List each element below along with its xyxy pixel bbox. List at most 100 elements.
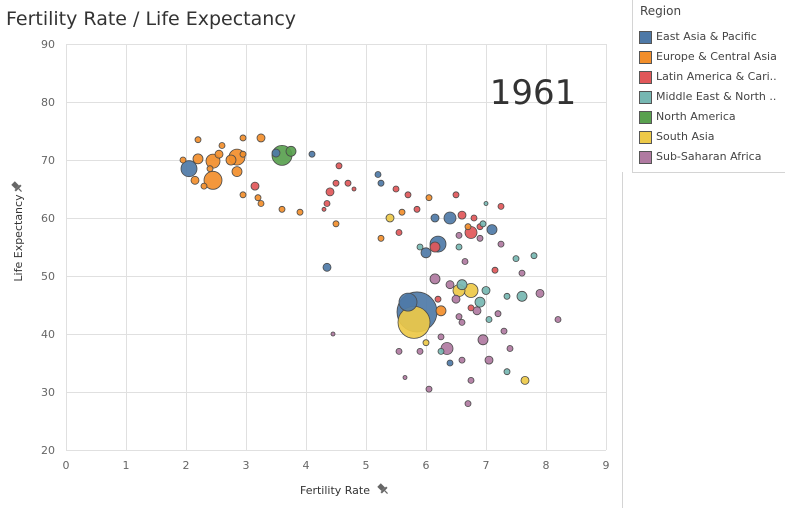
data-point[interactable]	[385, 213, 395, 223]
data-point[interactable]	[330, 331, 336, 337]
data-point[interactable]	[321, 206, 327, 212]
data-point[interactable]	[344, 179, 352, 187]
data-point[interactable]	[479, 220, 487, 228]
data-point[interactable]	[231, 166, 243, 178]
data-point[interactable]	[464, 400, 472, 408]
data-point[interactable]	[486, 224, 498, 236]
data-point[interactable]	[271, 148, 281, 158]
data-point[interactable]	[461, 258, 469, 265]
data-point[interactable]	[474, 296, 486, 308]
data-point[interactable]	[443, 211, 457, 225]
legend-item-north-america[interactable]: North America	[639, 110, 785, 126]
data-point[interactable]	[520, 375, 530, 385]
data-point[interactable]	[239, 150, 247, 158]
data-point[interactable]	[485, 316, 493, 323]
data-point[interactable]	[278, 205, 286, 213]
data-point[interactable]	[398, 208, 406, 216]
data-point[interactable]	[425, 194, 433, 202]
data-point[interactable]	[518, 269, 526, 277]
data-point[interactable]	[422, 339, 430, 347]
data-point[interactable]	[194, 136, 202, 144]
legend-item-latin-america[interactable]: Latin America & Cari..	[639, 70, 785, 86]
data-point[interactable]	[430, 213, 440, 223]
data-point[interactable]	[497, 240, 505, 248]
legend-item-middle-east[interactable]: Middle East & North ..	[639, 90, 785, 106]
data-point[interactable]	[467, 376, 475, 384]
data-point[interactable]	[500, 327, 508, 335]
y-axis-pin-icon[interactable]	[10, 180, 24, 194]
data-point[interactable]	[214, 149, 224, 159]
legend-item-south-asia[interactable]: South Asia	[639, 130, 785, 146]
data-point[interactable]	[285, 145, 297, 157]
data-point[interactable]	[239, 134, 247, 142]
data-point[interactable]	[503, 368, 511, 376]
data-point[interactable]	[457, 210, 467, 220]
data-point[interactable]	[455, 243, 463, 251]
data-point[interactable]	[377, 179, 385, 187]
legend-item-europe-central-asia[interactable]: Europe & Central Asia	[639, 50, 785, 66]
data-point[interactable]	[491, 266, 499, 274]
data-point[interactable]	[530, 252, 538, 260]
data-point[interactable]	[437, 333, 445, 341]
data-point[interactable]	[434, 295, 442, 303]
data-point[interactable]	[325, 187, 335, 197]
data-point[interactable]	[497, 202, 505, 210]
data-point[interactable]	[456, 279, 468, 291]
data-point[interactable]	[351, 186, 357, 192]
data-point[interactable]	[467, 304, 475, 312]
data-point[interactable]	[180, 160, 198, 178]
data-point[interactable]	[455, 231, 463, 239]
data-point[interactable]	[179, 156, 187, 164]
data-point[interactable]	[481, 286, 491, 295]
data-point[interactable]	[308, 150, 316, 158]
data-point[interactable]	[250, 181, 260, 191]
data-point[interactable]	[476, 234, 484, 242]
data-point[interactable]	[395, 347, 403, 355]
data-point[interactable]	[416, 347, 424, 355]
data-point[interactable]	[257, 200, 265, 207]
data-point[interactable]	[322, 262, 332, 272]
data-point[interactable]	[437, 347, 445, 355]
data-point[interactable]	[484, 355, 494, 365]
data-point[interactable]	[374, 171, 382, 178]
data-point[interactable]	[503, 292, 511, 300]
data-point[interactable]	[452, 191, 460, 199]
legend-item-sub-saharan-africa[interactable]: Sub-Saharan Africa	[639, 150, 785, 166]
data-point[interactable]	[472, 306, 482, 316]
data-point[interactable]	[413, 205, 421, 213]
data-point[interactable]	[206, 165, 214, 173]
data-point[interactable]	[323, 200, 331, 207]
data-point[interactable]	[256, 133, 266, 143]
data-point[interactable]	[477, 334, 489, 346]
data-point[interactable]	[239, 191, 247, 199]
data-point[interactable]	[506, 345, 514, 352]
data-point[interactable]	[554, 316, 562, 323]
data-point[interactable]	[192, 153, 204, 165]
data-point[interactable]	[402, 375, 408, 380]
data-point[interactable]	[254, 194, 262, 202]
data-point[interactable]	[516, 290, 528, 302]
data-point[interactable]	[483, 201, 489, 206]
data-point[interactable]	[535, 288, 545, 298]
data-point[interactable]	[416, 243, 424, 251]
data-point[interactable]	[332, 220, 340, 228]
data-point[interactable]	[420, 247, 432, 259]
data-point[interactable]	[425, 385, 433, 393]
data-point[interactable]	[404, 191, 412, 199]
data-point[interactable]	[395, 229, 403, 236]
legend-item-east-asia-pacific[interactable]: East Asia & Pacific	[639, 30, 785, 46]
data-point[interactable]	[512, 255, 520, 263]
data-point[interactable]	[218, 142, 226, 149]
data-point[interactable]	[203, 170, 223, 190]
data-point[interactable]	[446, 359, 454, 367]
data-point[interactable]	[335, 162, 343, 170]
data-point[interactable]	[458, 356, 466, 364]
data-point[interactable]	[398, 292, 418, 312]
data-point[interactable]	[429, 241, 441, 253]
data-point[interactable]	[464, 223, 472, 231]
data-point[interactable]	[470, 214, 478, 222]
x-axis-pin-icon[interactable]	[376, 482, 390, 496]
data-point[interactable]	[451, 294, 461, 304]
data-point[interactable]	[494, 310, 502, 318]
data-point[interactable]	[190, 175, 200, 185]
